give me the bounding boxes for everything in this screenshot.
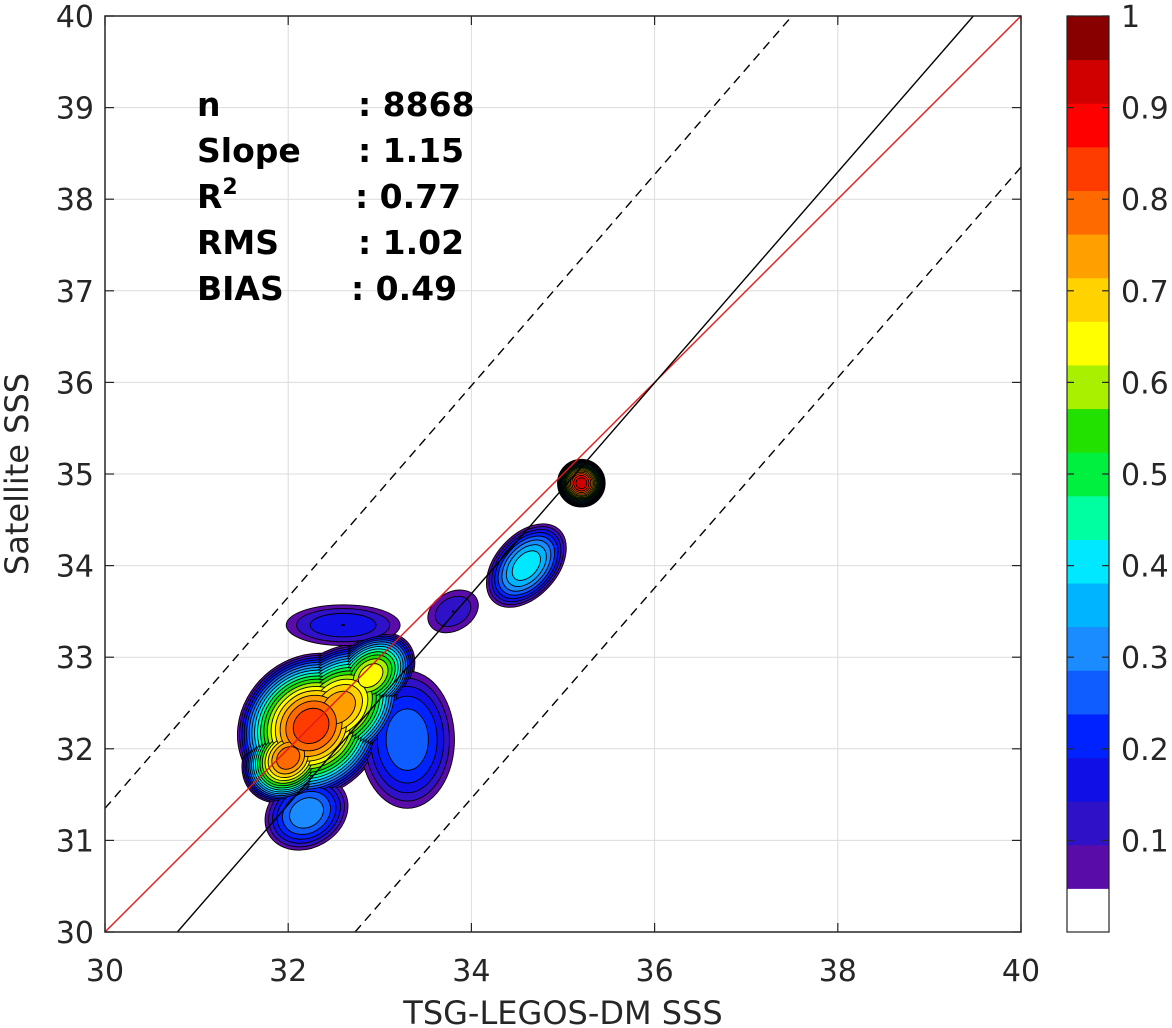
colorbar-segment <box>1067 234 1109 279</box>
colorbar-tick-label: 0.1 <box>1121 824 1169 859</box>
y-tick-label: 37 <box>56 275 94 310</box>
density-contour-level <box>451 610 455 613</box>
y-tick-label: 36 <box>56 366 94 401</box>
stat-label: n <box>197 85 221 124</box>
y-axis-label: Satellite SSS <box>0 373 36 575</box>
y-tick-label: 39 <box>56 92 94 127</box>
colorbar-tick-label: 0.4 <box>1121 550 1169 585</box>
colorbar-segment <box>1067 801 1109 846</box>
colorbar-segment <box>1067 146 1109 191</box>
colorbar-tick-label: 0.3 <box>1121 641 1169 676</box>
x-tick-label: 38 <box>819 954 857 989</box>
colorbar-tick-label: 1 <box>1121 0 1140 35</box>
y-tick-label: 35 <box>56 458 94 493</box>
x-tick-label: 34 <box>452 954 490 989</box>
colorbar-tick-label: 0.8 <box>1121 183 1169 218</box>
colorbar-segment <box>1067 626 1109 671</box>
stat-value: : 1.02 <box>358 223 464 262</box>
x-tick-label: 30 <box>86 954 124 989</box>
y-tick-label: 34 <box>56 550 94 585</box>
density-contour-level <box>357 663 384 688</box>
colorbar-segment <box>1067 59 1109 104</box>
stat-value: : 1.15 <box>358 131 464 170</box>
colorbar-segment <box>1067 757 1109 802</box>
density-contour-level <box>385 708 429 771</box>
axis-ticks: 30 32 34 36 38 40 30 31 32 33 34 35 36 37 38 39 40 <box>56 0 1040 989</box>
colorbar-tick-label: 0.5 <box>1121 458 1169 493</box>
x-axis-label: TSG-LEGOS-DM SSS <box>402 994 722 1028</box>
stat-value: : 0.49 <box>351 269 457 308</box>
y-tick-label: 40 <box>56 0 94 35</box>
x-tick-label: 32 <box>269 954 307 989</box>
colorbar-segment <box>1067 190 1109 235</box>
density-contour-level <box>289 797 324 829</box>
identity-line <box>105 16 1021 932</box>
stat-value: : 8868 <box>358 85 475 124</box>
colorbar-segment <box>1067 583 1109 628</box>
upper-bound-line <box>105 16 793 809</box>
colorbar-tick-label: 0.9 <box>1121 92 1169 127</box>
stat-label: RMS <box>197 223 279 262</box>
colorbar-segment <box>1067 103 1109 148</box>
density-contour-level <box>276 746 301 770</box>
colorbar-segment <box>1067 670 1109 715</box>
density-contour-level <box>575 477 588 490</box>
stat-label: Slope <box>197 131 301 170</box>
density-contour-level <box>341 624 346 627</box>
x-tick-label: 36 <box>636 954 674 989</box>
colorbar-segment <box>1067 16 1109 61</box>
colorbar-segment <box>1067 844 1109 889</box>
y-tick-label: 31 <box>56 824 94 859</box>
reference-lines <box>105 16 1021 932</box>
y-tick-label: 38 <box>56 183 94 218</box>
y-tick-label: 33 <box>56 641 94 676</box>
colorbar-tick-label: 0.7 <box>1121 275 1169 310</box>
stat-value: : 0.77 <box>355 177 461 216</box>
colorbar-tick-label: 0.6 <box>1121 366 1169 401</box>
colorbar-segment <box>1067 888 1109 933</box>
colorbar-segment <box>1067 277 1109 322</box>
y-tick-label: 30 <box>56 916 94 951</box>
y-tick-label: 32 <box>56 733 94 768</box>
colorbar-segment <box>1067 408 1109 453</box>
colorbar-tick-label: 0.2 <box>1121 733 1169 768</box>
density-contour-level <box>511 550 541 581</box>
colorbar-segment <box>1067 364 1109 410</box>
regression-line <box>176 16 974 932</box>
lower-bound-line <box>354 166 1021 932</box>
colorbar-segment <box>1067 539 1109 584</box>
colorbar: 0.1 0.2 0.3 0.4 0.5 0.6 0.7 0.8 0.9 1 <box>1066 0 1169 933</box>
x-tick-label: 40 <box>1002 954 1040 989</box>
stat-label: BIAS <box>197 269 284 308</box>
colorbar-segment <box>1067 321 1109 366</box>
colorbar-segment <box>1067 495 1109 540</box>
colorbar-segment <box>1067 713 1109 759</box>
